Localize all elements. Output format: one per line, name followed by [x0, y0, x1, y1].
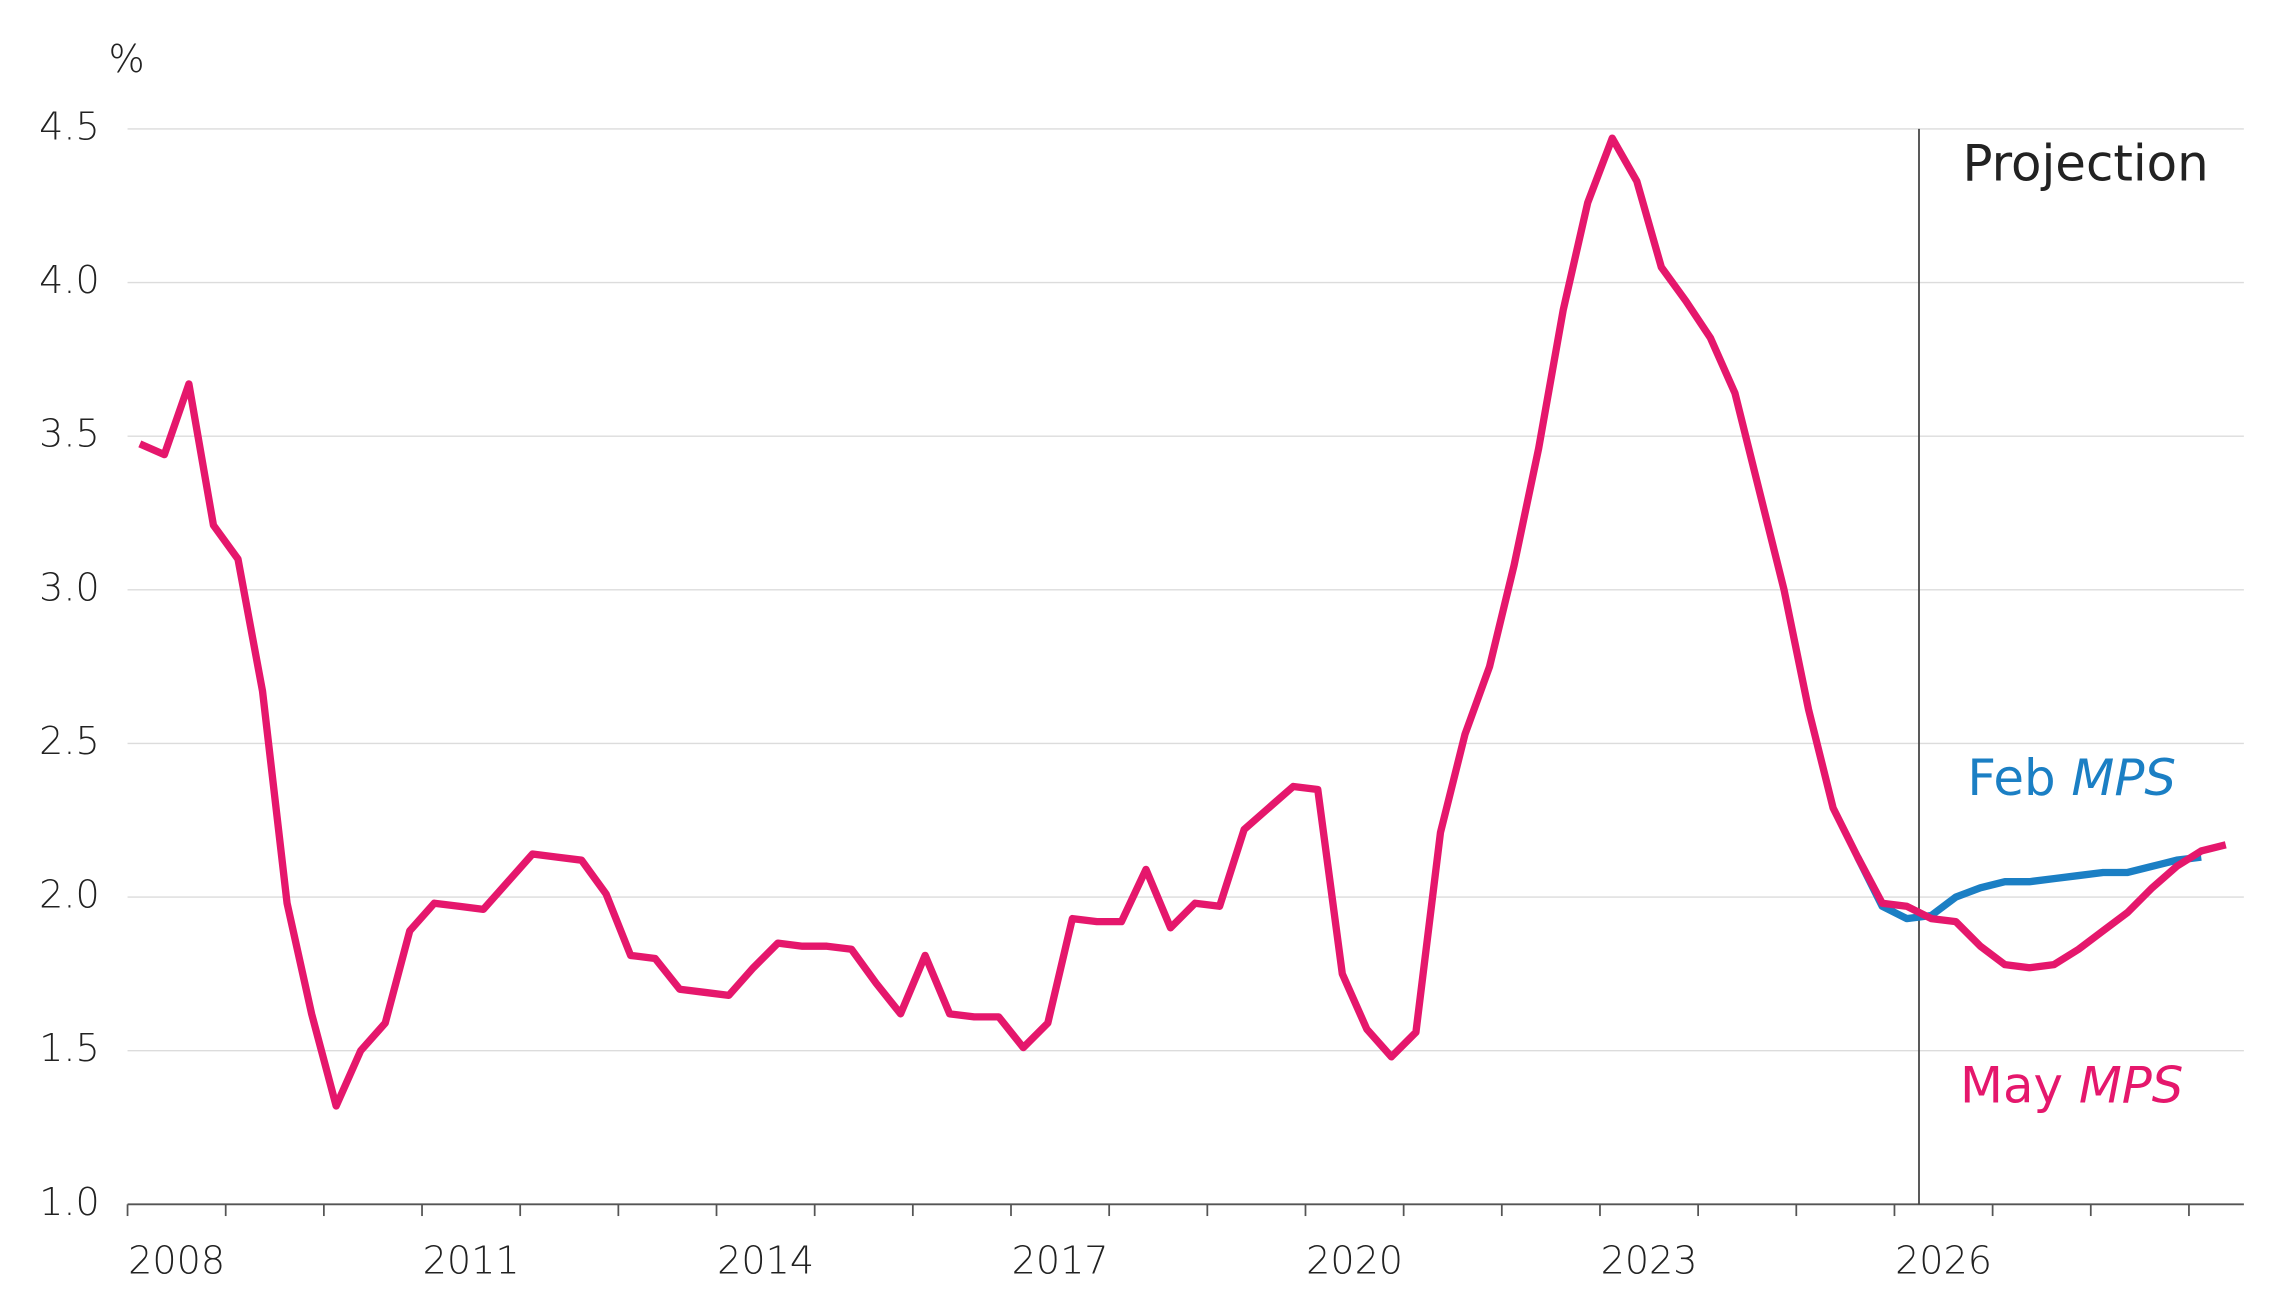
x-tick-label: 2023 — [1601, 1238, 1698, 1282]
projection-label: Projection — [1962, 135, 2208, 193]
series-label-italic: MPS — [2079, 1056, 2184, 1114]
y-tick-label: 1.0 — [39, 1180, 100, 1224]
series-label-italic: MPS — [2071, 748, 2176, 806]
y-tick-label: 4.0 — [39, 258, 100, 302]
x-tick-label: 2017 — [1012, 1238, 1109, 1282]
series-line — [1854, 853, 2202, 923]
y-tick-label: 2.0 — [39, 873, 100, 917]
series-line — [138, 134, 2227, 1110]
x-tick-label: 2020 — [1306, 1238, 1403, 1282]
series-label-text: Feb — [1967, 748, 2055, 806]
x-tick-label: 2011 — [423, 1238, 520, 1282]
y-tick-label: 3.5 — [39, 412, 100, 456]
y-tick-label: 4.5 — [39, 104, 100, 148]
y-tick-label: 1.5 — [39, 1026, 100, 1070]
x-tick-label: 2008 — [128, 1238, 225, 1282]
series-label-text: May — [1960, 1056, 2063, 1114]
y-tick-label: 2.5 — [39, 719, 100, 763]
y-tick-label: 3.0 — [39, 565, 100, 609]
series-label: May MPS — [1960, 1056, 2183, 1114]
y-unit: % — [108, 37, 144, 81]
x-tick-label: 2026 — [1895, 1238, 1992, 1282]
series-label: Feb MPS — [1967, 748, 2176, 806]
x-tick-label: 2014 — [717, 1238, 814, 1282]
